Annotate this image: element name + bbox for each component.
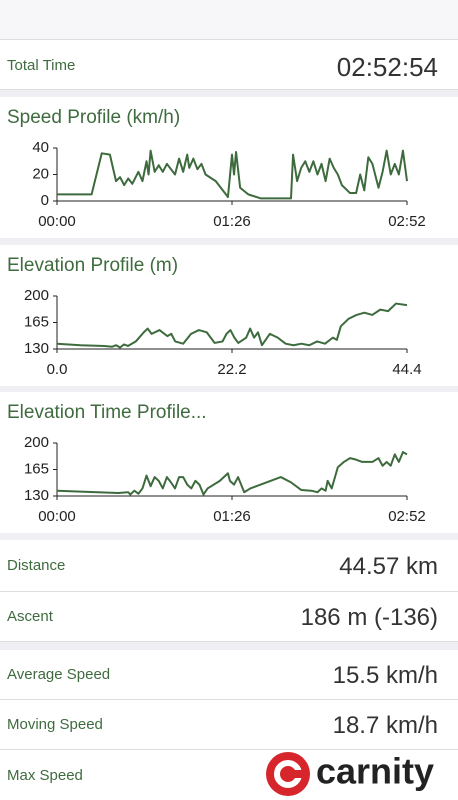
stat-value: 18.7 km/h bbox=[332, 712, 438, 739]
stat-label: Average Speed bbox=[7, 666, 111, 683]
x-tick-label: 02:52 bbox=[388, 213, 426, 230]
stat-value: 15.5 km/h bbox=[332, 662, 438, 689]
y-tick-label: 165 bbox=[24, 460, 49, 477]
stat-row: Total Time 02:52:54 bbox=[0, 40, 458, 90]
y-tick-label: 40 bbox=[32, 139, 49, 156]
line-series bbox=[56, 302, 408, 349]
logo-text: carnity bbox=[316, 751, 434, 792]
x-tick-label: 00:00 bbox=[38, 213, 76, 230]
x-tick-label: 22.2 bbox=[217, 361, 246, 378]
logo-icon bbox=[266, 752, 310, 796]
y-tick-label: 200 bbox=[24, 287, 49, 304]
line-series bbox=[57, 149, 408, 200]
stat-label: Total Time bbox=[7, 57, 76, 74]
stat-value: 44.57 km bbox=[339, 553, 438, 580]
stat-row: Distance 44.57 km bbox=[0, 540, 458, 592]
stat-row: Ascent 186 m (-136) bbox=[0, 592, 458, 642]
logo-icon-gap bbox=[290, 770, 304, 778]
line-series bbox=[56, 451, 408, 496]
charts: Speed Profile (km/h) 0 20 40 00:00 01:26 02:52… bbox=[0, 97, 458, 533]
y-tick-label: 200 bbox=[24, 434, 49, 451]
chart-title: Elevation Profile (m) bbox=[7, 255, 178, 276]
card bbox=[0, 245, 458, 386]
y-tick-label: 165 bbox=[24, 313, 49, 330]
y-tick-label: 20 bbox=[32, 165, 49, 182]
x-tick-label: 0.0 bbox=[47, 361, 68, 378]
card bbox=[0, 97, 458, 238]
stat-label: Distance bbox=[7, 557, 66, 574]
x-tick-label: 01:26 bbox=[213, 508, 251, 525]
x-tick-label: 01:26 bbox=[213, 213, 251, 230]
stat-row: Max Speed carnity bbox=[0, 750, 458, 800]
stat-value: 186 m (-136) bbox=[300, 604, 438, 631]
stat-label: Ascent bbox=[7, 608, 53, 625]
chart-title: Elevation Time Profile... bbox=[7, 402, 207, 423]
logo: carnity bbox=[266, 751, 434, 796]
stat-row: Average Speed 15.5 km/h bbox=[0, 650, 458, 700]
top-bar bbox=[0, 0, 458, 40]
x-tick-label: 02:52 bbox=[388, 508, 426, 525]
stat-value: 02:52:54 bbox=[336, 52, 438, 82]
stat-label: Moving Speed bbox=[7, 716, 103, 733]
x-tick-label: 44.4 bbox=[392, 361, 421, 378]
y-tick-label: 0 bbox=[41, 192, 49, 209]
y-tick-label: 130 bbox=[24, 487, 49, 504]
stat-label: Max Speed bbox=[7, 767, 83, 784]
x-tick-label: 00:00 bbox=[38, 508, 76, 525]
stat-row: Moving Speed 18.7 km/h bbox=[0, 700, 458, 750]
chart-title: Speed Profile (km/h) bbox=[7, 107, 180, 128]
y-tick-label: 130 bbox=[24, 340, 49, 357]
